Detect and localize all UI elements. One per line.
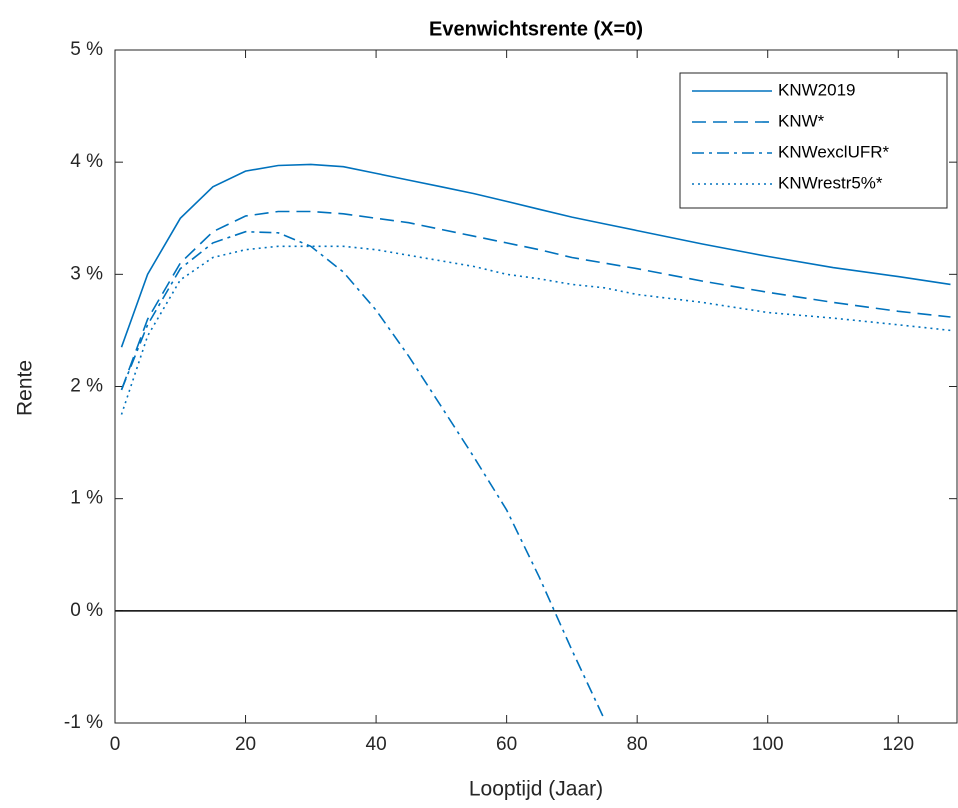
series-line <box>120 230 606 720</box>
x-tick-label: 20 <box>235 734 256 755</box>
legend-label: KNWrestr5%* <box>778 173 883 192</box>
legend: KNW2019 KNW* KNWexclUFR* KNWrestr5%* <box>679 72 948 209</box>
x-tick-label: 100 <box>752 734 784 755</box>
y-tick-label: 5 % <box>70 39 103 60</box>
y-axis-label: Rente <box>14 360 37 416</box>
y-tick-label: 2 % <box>70 376 103 397</box>
x-tick-label: 40 <box>366 734 387 755</box>
chart-title: Evenwichtsrente (X=0) <box>429 18 643 40</box>
series-line <box>120 210 951 391</box>
x-axis-label: Looptijd (Jaar) <box>469 778 603 801</box>
legend-label: KNW2019 <box>778 80 855 99</box>
x-tick-label: 80 <box>627 734 648 755</box>
y-tick-label: 3 % <box>70 263 103 284</box>
y-tick-label: 1 % <box>70 488 103 509</box>
y-tick-label: -1 % <box>64 712 103 733</box>
axes-box <box>114 49 958 724</box>
legend-label: KNWexclUFR* <box>778 142 890 161</box>
legend-label: KNW* <box>778 111 825 130</box>
legend-box <box>679 72 948 209</box>
y-tick-label: 4 % <box>70 151 103 172</box>
x-tick-label: 60 <box>496 734 517 755</box>
series-line <box>120 163 951 348</box>
series-line <box>120 245 951 415</box>
x-tick-label: 120 <box>882 734 914 755</box>
x-tick-label: 0 <box>110 734 121 755</box>
y-tick-label: 0 % <box>70 600 103 621</box>
